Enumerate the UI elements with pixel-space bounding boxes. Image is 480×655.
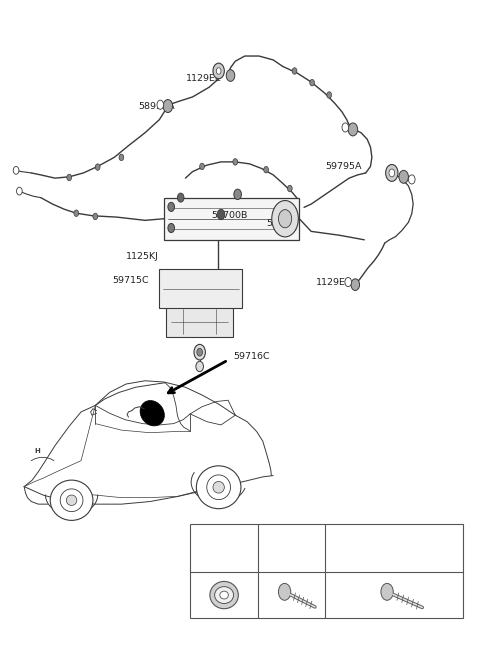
Circle shape [399,170,408,183]
Circle shape [327,92,332,98]
Circle shape [216,67,221,74]
Circle shape [96,164,100,170]
Ellipse shape [210,582,239,608]
Ellipse shape [213,481,224,493]
Text: 1129EK: 1129EK [316,278,352,286]
Text: 1129EE: 1129EE [185,74,221,83]
Circle shape [168,202,175,212]
Circle shape [226,69,235,81]
Circle shape [342,123,348,132]
Circle shape [264,166,268,173]
Text: 59715C: 59715C [112,276,148,285]
Circle shape [310,79,314,86]
Circle shape [16,187,22,195]
Circle shape [288,185,292,192]
Circle shape [389,169,395,177]
Circle shape [278,210,292,228]
Circle shape [197,348,203,356]
Circle shape [351,279,360,290]
Circle shape [163,100,173,113]
Text: H: H [34,448,40,454]
Text: 59700B: 59700B [212,212,248,220]
Text: 1123GV: 1123GV [274,544,310,552]
Ellipse shape [220,591,228,599]
Circle shape [217,210,225,219]
Circle shape [93,213,97,219]
Ellipse shape [50,480,93,520]
Bar [159,269,242,308]
Circle shape [381,584,393,600]
Circle shape [200,163,204,170]
Circle shape [194,345,205,360]
Circle shape [385,164,398,181]
Circle shape [292,67,297,74]
Text: 59795A: 59795A [325,162,362,171]
Circle shape [234,189,241,200]
Circle shape [272,200,299,237]
Circle shape [157,100,164,109]
Circle shape [345,278,351,287]
Circle shape [213,63,224,79]
Bar [190,524,463,618]
Circle shape [233,159,238,165]
Text: 1125KJ: 1125KJ [126,252,159,261]
Circle shape [168,223,175,233]
Text: 1130FA: 1130FA [377,544,411,552]
Circle shape [408,175,415,184]
Ellipse shape [60,489,83,512]
Circle shape [278,584,291,600]
Ellipse shape [196,466,241,509]
Circle shape [196,362,204,371]
Circle shape [178,193,184,202]
Bar [164,198,300,240]
Text: 1731JA: 1731JA [208,544,240,552]
Ellipse shape [215,587,234,603]
Bar [167,306,233,337]
Ellipse shape [140,400,164,426]
Circle shape [67,174,72,181]
Ellipse shape [66,495,77,506]
Circle shape [119,154,124,160]
Text: 59848: 59848 [266,219,296,228]
Ellipse shape [207,475,230,500]
Circle shape [13,166,19,174]
Text: 58936A: 58936A [138,102,175,111]
Circle shape [348,123,358,136]
Text: 59716C: 59716C [233,352,269,361]
Circle shape [74,210,79,216]
